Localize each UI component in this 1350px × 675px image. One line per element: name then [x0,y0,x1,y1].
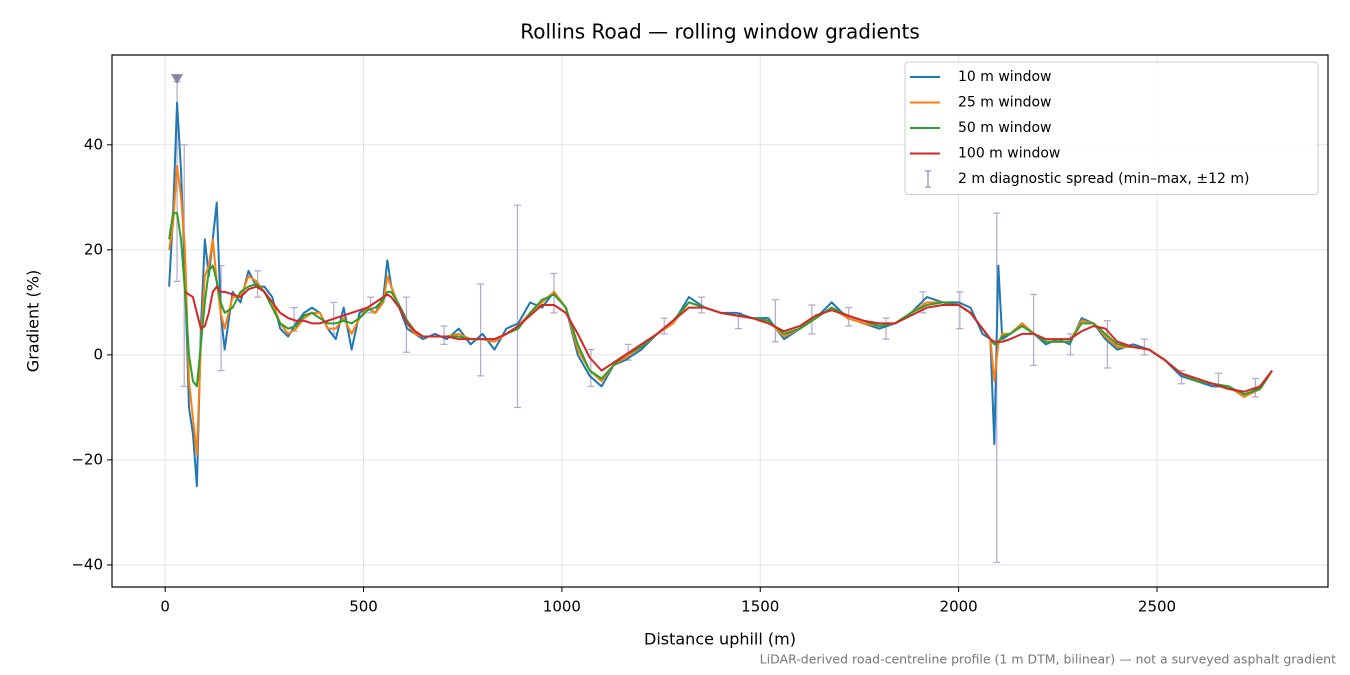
x-axis-label: Distance uphill (m) [644,630,796,649]
series-line [184,285,1273,393]
legend-label: 50 m window [958,120,1051,136]
x-tick-label: 2000 [940,598,978,616]
series-line [168,164,1273,456]
y-tick-label: 20 [84,240,103,258]
y-tick-label: −20 [71,450,103,468]
legend-label: 25 m window [958,95,1051,111]
chart-title: Rollins Road — rolling window gradients [520,20,920,44]
x-tick-label: 500 [349,598,378,616]
clip-marker [171,74,184,85]
y-tick-label: 40 [84,135,103,153]
legend-label: 10 m window [958,69,1051,85]
footnote: LiDAR-derived road-centreline profile (1… [760,652,1336,667]
x-tick-label: 1500 [741,598,779,616]
error-bar [587,349,595,387]
x-tick-label: 1000 [543,598,581,616]
error-bar [808,304,816,335]
error-bar [882,317,890,340]
error-bar [660,317,668,335]
error-bar [477,283,485,377]
y-axis-label: Gradient (%) [24,270,43,372]
error-bar [1030,293,1038,366]
error-bar [1103,320,1111,369]
error-bar [440,325,448,345]
legend-label: 100 m window [958,146,1060,162]
error-bar [771,299,779,343]
series-line [168,212,1273,396]
legend-label: 2 m diagnostic spread (min–max, ±12 m) [958,171,1249,187]
legend-box [904,61,1319,195]
y-tick-label: −40 [71,555,103,573]
y-tick-label: 0 [93,345,103,363]
x-tick-label: 0 [160,598,170,616]
error-bar [993,212,1001,563]
error-bar [956,291,964,330]
plot-frame [111,54,1329,588]
plot-area [168,74,1273,563]
legend-swatch [925,170,931,188]
error-bar [513,204,521,408]
x-tick-label: 2500 [1138,598,1176,616]
